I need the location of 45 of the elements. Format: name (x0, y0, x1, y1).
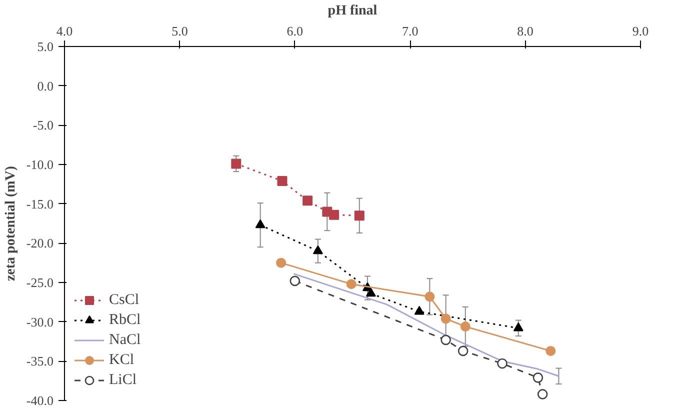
point (276, 258, 286, 268)
y-tick-label: 0.0 (37, 78, 54, 94)
y-tick-label: -40.0 (26, 393, 54, 408)
y-tick-label: 5.0 (37, 39, 54, 54)
point (346, 279, 356, 290)
legend-label: LiCl (109, 372, 137, 388)
point (312, 245, 323, 254)
point (366, 288, 376, 297)
x-tick-label: 7.0 (402, 24, 418, 38)
point (537, 389, 548, 400)
point (414, 306, 424, 315)
point (277, 176, 288, 186)
y-tick-label: -30.0 (26, 314, 54, 330)
point (440, 334, 451, 346)
y-tick-label: -20.0 (26, 236, 54, 251)
point (497, 358, 508, 369)
x-tick-label: 9.0 (632, 24, 649, 38)
point (440, 314, 451, 324)
point (460, 322, 470, 332)
point (354, 210, 364, 221)
point (424, 292, 435, 302)
y-tick-label: -35.0 (26, 354, 54, 369)
point (532, 372, 544, 383)
x-tick-label: 6.0 (286, 24, 304, 38)
legend-label: RbCl (109, 312, 141, 328)
y-tick-label: -10.0 (26, 157, 54, 172)
legend-label: KCl (109, 352, 134, 368)
point (513, 322, 524, 332)
x-tick-label: 5.0 (172, 24, 188, 38)
x-axis-title: pH final (328, 4, 378, 18)
point (255, 219, 266, 228)
legend-label: NaCl (109, 332, 141, 348)
x-tick-label: 4.0 (56, 24, 73, 38)
y-tick-label: -25.0 (26, 275, 54, 290)
point (302, 196, 313, 206)
point (290, 276, 300, 286)
point (329, 210, 340, 220)
y-tick-label: -15.0 (26, 196, 54, 212)
x-tick-label: 8.0 (517, 24, 534, 38)
point (231, 158, 242, 169)
point (546, 346, 556, 356)
y-tick-label: -5.0 (32, 118, 54, 133)
legend-label: CsCl (109, 292, 140, 308)
y-axis-title: zeta potential (mV) (3, 166, 18, 282)
line-series (293, 273, 560, 377)
